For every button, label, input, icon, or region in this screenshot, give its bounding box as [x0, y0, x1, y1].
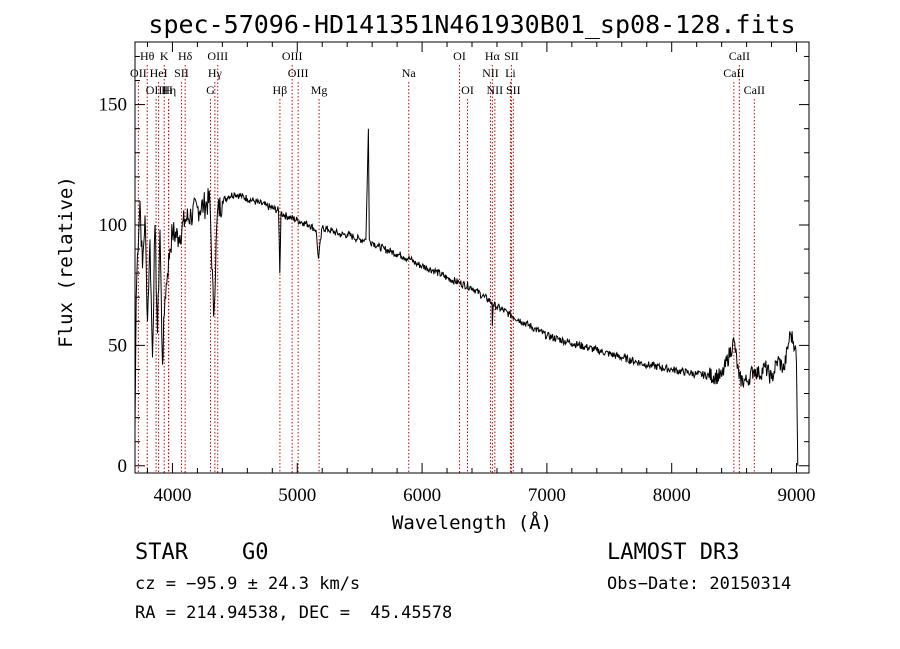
emission-line-markers — [137, 65, 755, 473]
emission-line-label: Na — [402, 66, 417, 80]
x-tick-label: 6000 — [403, 485, 441, 506]
x-tick-label: 4000 — [153, 485, 191, 506]
emission-line-label: Hβ — [273, 83, 288, 97]
emission-line-label: OIII — [207, 49, 228, 63]
y-tick-label: 150 — [99, 95, 128, 116]
y-axis-ticks: 0 50 100 150 — [99, 55, 809, 477]
x-axis-label: Wavelength (Å) — [392, 511, 552, 534]
emission-line-label: H — [164, 83, 173, 97]
subclass: G0 — [242, 540, 269, 565]
emission-line-label: OI — [461, 83, 474, 97]
coordinates: RA = 214.94538, DEC = 45.45578 — [135, 603, 453, 623]
emission-line-label: Li — [505, 66, 516, 80]
emission-line-label: Hη — [161, 83, 176, 97]
emission-line-label: G — [206, 83, 215, 97]
emission-line-label: OIII — [288, 66, 309, 80]
emission-line-label: OI — [453, 49, 466, 63]
emission-line-label: HeI — [150, 66, 168, 80]
obs-date: Obs−Date: 20150314 — [607, 574, 792, 594]
emission-line-label: OIII — [146, 83, 167, 97]
emission-line-label: OIII — [282, 49, 303, 63]
emission-line-label: SII — [506, 83, 521, 97]
emission-line-label: NII — [487, 83, 504, 97]
emission-line-label: Hδ — [178, 49, 193, 63]
chart-title: spec-57096-HD141351N461930B01_sp08-128.f… — [148, 10, 795, 39]
emission-line-label: Hγ — [208, 66, 223, 80]
emission-line-label: Hα — [485, 49, 501, 63]
emission-line-label: CaII — [729, 49, 750, 63]
emission-line-label: SII — [504, 49, 519, 63]
object-class: STAR — [135, 540, 188, 565]
emission-line-label: CaII — [744, 83, 765, 97]
y-tick-label: 0 — [118, 456, 128, 477]
emission-line-label: SII — [174, 66, 189, 80]
emission-line-labels: OIIHθOIIIHeIKHηHSIIHδGOIIIHγHβOIIIOIIIMg… — [130, 49, 765, 97]
emission-line-label: Hθ — [140, 49, 155, 63]
y-axis-label: Flux (relative) — [55, 176, 77, 348]
x-tick-label: 7000 — [528, 485, 566, 506]
survey-name: LAMOST DR3 — [607, 540, 740, 565]
x-tick-label: 5000 — [278, 485, 316, 506]
plot-frame — [134, 41, 810, 474]
x-axis-ticks: 4000 5000 6000 7000 8000 9000 — [146, 42, 816, 506]
emission-line-label: OII — [130, 66, 147, 80]
x-tick-label: 9000 — [778, 485, 816, 506]
x-tick-label: 8000 — [653, 485, 691, 506]
emission-line-label: K — [160, 49, 169, 63]
redshift-cz: cz = −95.9 ± 24.3 km/s — [135, 574, 361, 594]
y-tick-label: 50 — [108, 335, 127, 356]
spectrum-line — [134, 128, 799, 466]
emission-line-label: Mg — [311, 83, 328, 97]
emission-line-label: NII — [482, 66, 499, 80]
emission-line-label: CaII — [723, 66, 744, 80]
y-tick-label: 100 — [99, 215, 128, 236]
